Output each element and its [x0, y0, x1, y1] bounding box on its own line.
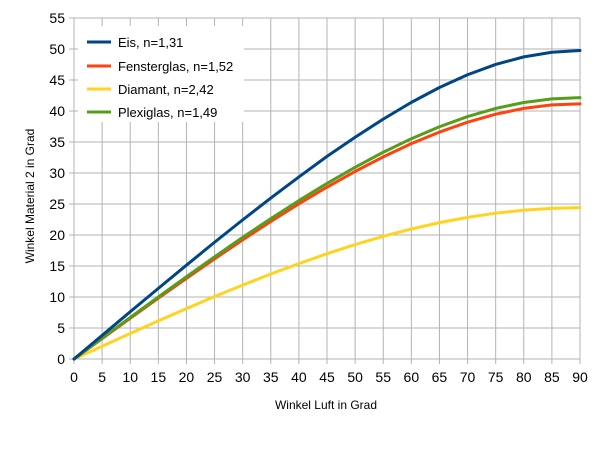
y-tick-label: 5	[57, 320, 65, 336]
y-tick-label: 50	[49, 41, 65, 57]
tick-labels: 0 5 10 15 20 25 30 35 40 45 50 55 0 5 10 15 20 25 30 35 40 45…	[49, 10, 588, 385]
x-tick-label: 50	[347, 369, 363, 385]
x-tick-label: 25	[207, 369, 223, 385]
x-tick-label: 85	[544, 369, 560, 385]
y-tick-label: 25	[49, 196, 65, 212]
x-tick-label: 90	[572, 369, 588, 385]
series-line-4	[72, 96, 582, 361]
x-tick-label: 55	[375, 369, 391, 385]
y-tick-label: 0	[57, 351, 65, 367]
x-tick-label: 45	[319, 369, 335, 385]
x-tick-label: 35	[263, 369, 279, 385]
y-tick-label: 55	[49, 10, 65, 26]
x-tick-label: 30	[235, 369, 251, 385]
y-tick-label: 20	[49, 227, 65, 243]
x-tick-label: 0	[70, 369, 78, 385]
y-tick-label: 30	[49, 165, 65, 181]
x-tick-label: 20	[179, 369, 195, 385]
legend-label-fensterglas: Fensterglas, n=1,52	[118, 59, 233, 74]
x-tick-label: 10	[122, 369, 138, 385]
series-line-3	[72, 206, 582, 361]
legend-label-eis: Eis, n=1,31	[118, 35, 183, 50]
x-tick-label: 60	[404, 369, 420, 385]
legend-label-plexiglas: Plexiglas, n=1,49	[118, 105, 217, 120]
x-tick-label: 5	[98, 369, 106, 385]
x-tick-label: 70	[460, 369, 476, 385]
axes	[69, 17, 581, 364]
y-tick-label: 15	[49, 258, 65, 274]
plot-area	[72, 48, 582, 361]
series-line-1	[72, 48, 582, 361]
y-tick-label: 35	[49, 134, 65, 150]
y-tick-label: 45	[49, 72, 65, 88]
x-tick-label: 15	[151, 369, 167, 385]
y-axis-title: Winkel Material 2 in Grad	[23, 129, 37, 264]
y-tick-label: 10	[49, 289, 65, 305]
y-tick-label: 40	[49, 103, 65, 119]
legend: Eis, n=1,31 Fensterglas, n=1,52 Diamant,…	[78, 26, 244, 122]
x-tick-label: 40	[291, 369, 307, 385]
x-axis-title: Winkel Luft in Grad	[275, 398, 377, 412]
x-tick-label: 80	[516, 369, 532, 385]
legend-label-diamant: Diamant, n=2,42	[118, 82, 214, 97]
x-tick-label: 75	[488, 369, 504, 385]
x-tick-label: 65	[432, 369, 448, 385]
